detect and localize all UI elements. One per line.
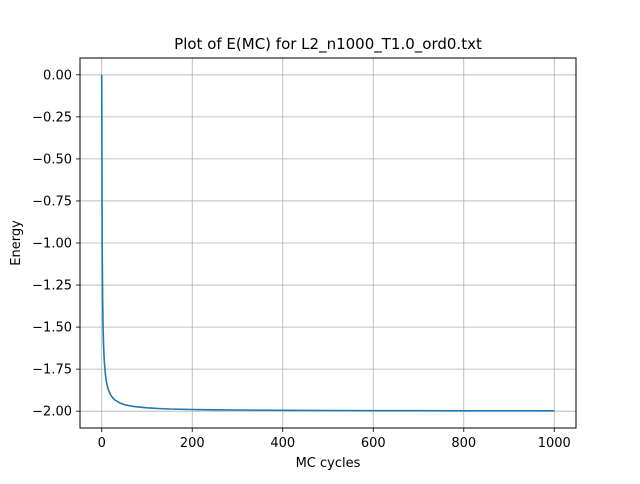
y-tick-label: −1.75	[32, 363, 72, 378]
y-axis-label: Energy	[9, 220, 24, 266]
x-tick-label: 0	[98, 436, 106, 451]
ticks: 0 200 400 600 800 1000 0.00 −0.25 −0.50 −0.75 −1.0…	[32, 68, 571, 451]
grid	[80, 58, 576, 428]
x-tick-label: 600	[361, 436, 386, 451]
x-tick-label: 400	[270, 436, 295, 451]
chart-title: Plot of E(MC) for L2_n1000_T1.0_ord0.txt	[174, 35, 482, 54]
x-tick-label: 200	[180, 436, 205, 451]
y-tick-label: 0.00	[43, 68, 72, 83]
y-tick-label: −1.00	[32, 237, 72, 252]
x-axis-label: MC cycles	[296, 456, 361, 471]
y-tick-label: −0.50	[32, 152, 72, 167]
y-tick-label: −2.00	[32, 405, 72, 420]
series-layer	[100, 74, 555, 412]
x-tick-label: 1000	[538, 436, 571, 451]
y-tick-label: −1.25	[32, 279, 72, 294]
y-tick-label: −1.50	[32, 321, 72, 336]
energy-series-line	[100, 74, 555, 412]
x-tick-label: 800	[451, 436, 476, 451]
y-tick-label: −0.25	[32, 110, 72, 125]
y-tick-label: −0.75	[32, 194, 72, 209]
